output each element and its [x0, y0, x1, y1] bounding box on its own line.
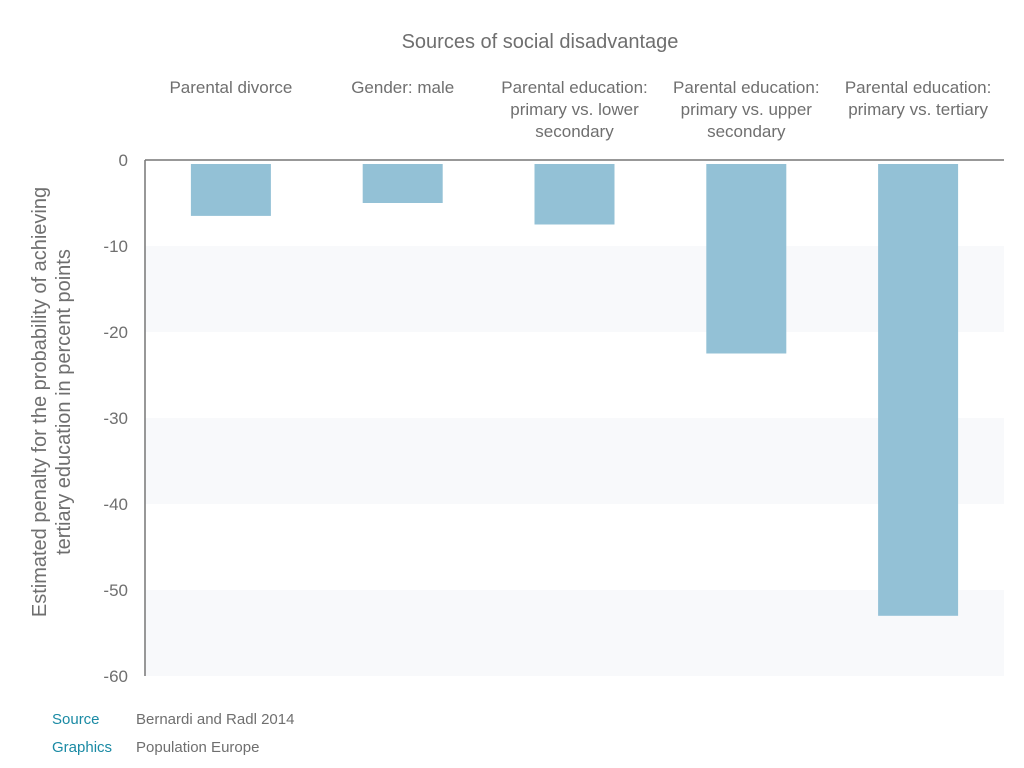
- category-label-line: primary vs. upper: [680, 100, 812, 119]
- category-label-line: primary vs. lower: [510, 100, 639, 119]
- graphics-label: Graphics: [52, 739, 113, 756]
- y-tick-label: -20: [103, 323, 128, 342]
- bar-2: [362, 164, 443, 203]
- category-label-line: Parental education:: [844, 78, 992, 97]
- bar-4: [706, 164, 787, 354]
- category-label-3: Parental education: primary vs. lower seco…: [487, 77, 663, 143]
- category-label-line: primary vs. tertiary: [848, 100, 988, 119]
- y-tick-label: -40: [103, 495, 128, 514]
- y-tick-label: -30: [103, 409, 128, 428]
- category-label-line: Parental education:: [501, 78, 648, 97]
- grid-band: [145, 418, 1004, 504]
- category-label-line: secondary: [707, 122, 786, 141]
- category-label-4: Parental education: primary vs. upper seco…: [658, 77, 834, 143]
- category-label-line: secondary: [535, 122, 614, 141]
- y-tick-label: -10: [103, 237, 128, 256]
- y-tick-label: 0: [119, 151, 128, 170]
- category-label-5: Parental education: primary vs. tertiary: [830, 77, 1006, 121]
- category-label-2: Gender: male: [315, 77, 491, 99]
- graphics-value: Population Europe: [136, 739, 260, 756]
- source-value: Bernardi and Radl 2014: [136, 711, 295, 728]
- bar-1: [190, 164, 271, 216]
- category-label-line: Parental divorce: [169, 78, 293, 97]
- category-label-1: Parental divorce: [143, 77, 319, 99]
- category-label-line: Parental education:: [673, 78, 820, 97]
- graphics-line: Graphics Population Europe: [52, 739, 259, 756]
- bar-3: [534, 164, 615, 225]
- grid-band: [145, 590, 1004, 676]
- bar-5: [878, 164, 959, 616]
- y-tick-label: -60: [103, 667, 128, 686]
- category-label-line: Gender: male: [351, 78, 455, 97]
- grid-band: [145, 246, 1004, 332]
- source-label: Source: [52, 711, 100, 728]
- chart-title: Sources of social disadvantage: [401, 31, 679, 53]
- y-tick-label: -50: [103, 581, 128, 600]
- source-line: Source Bernardi and Radl 2014: [52, 711, 294, 728]
